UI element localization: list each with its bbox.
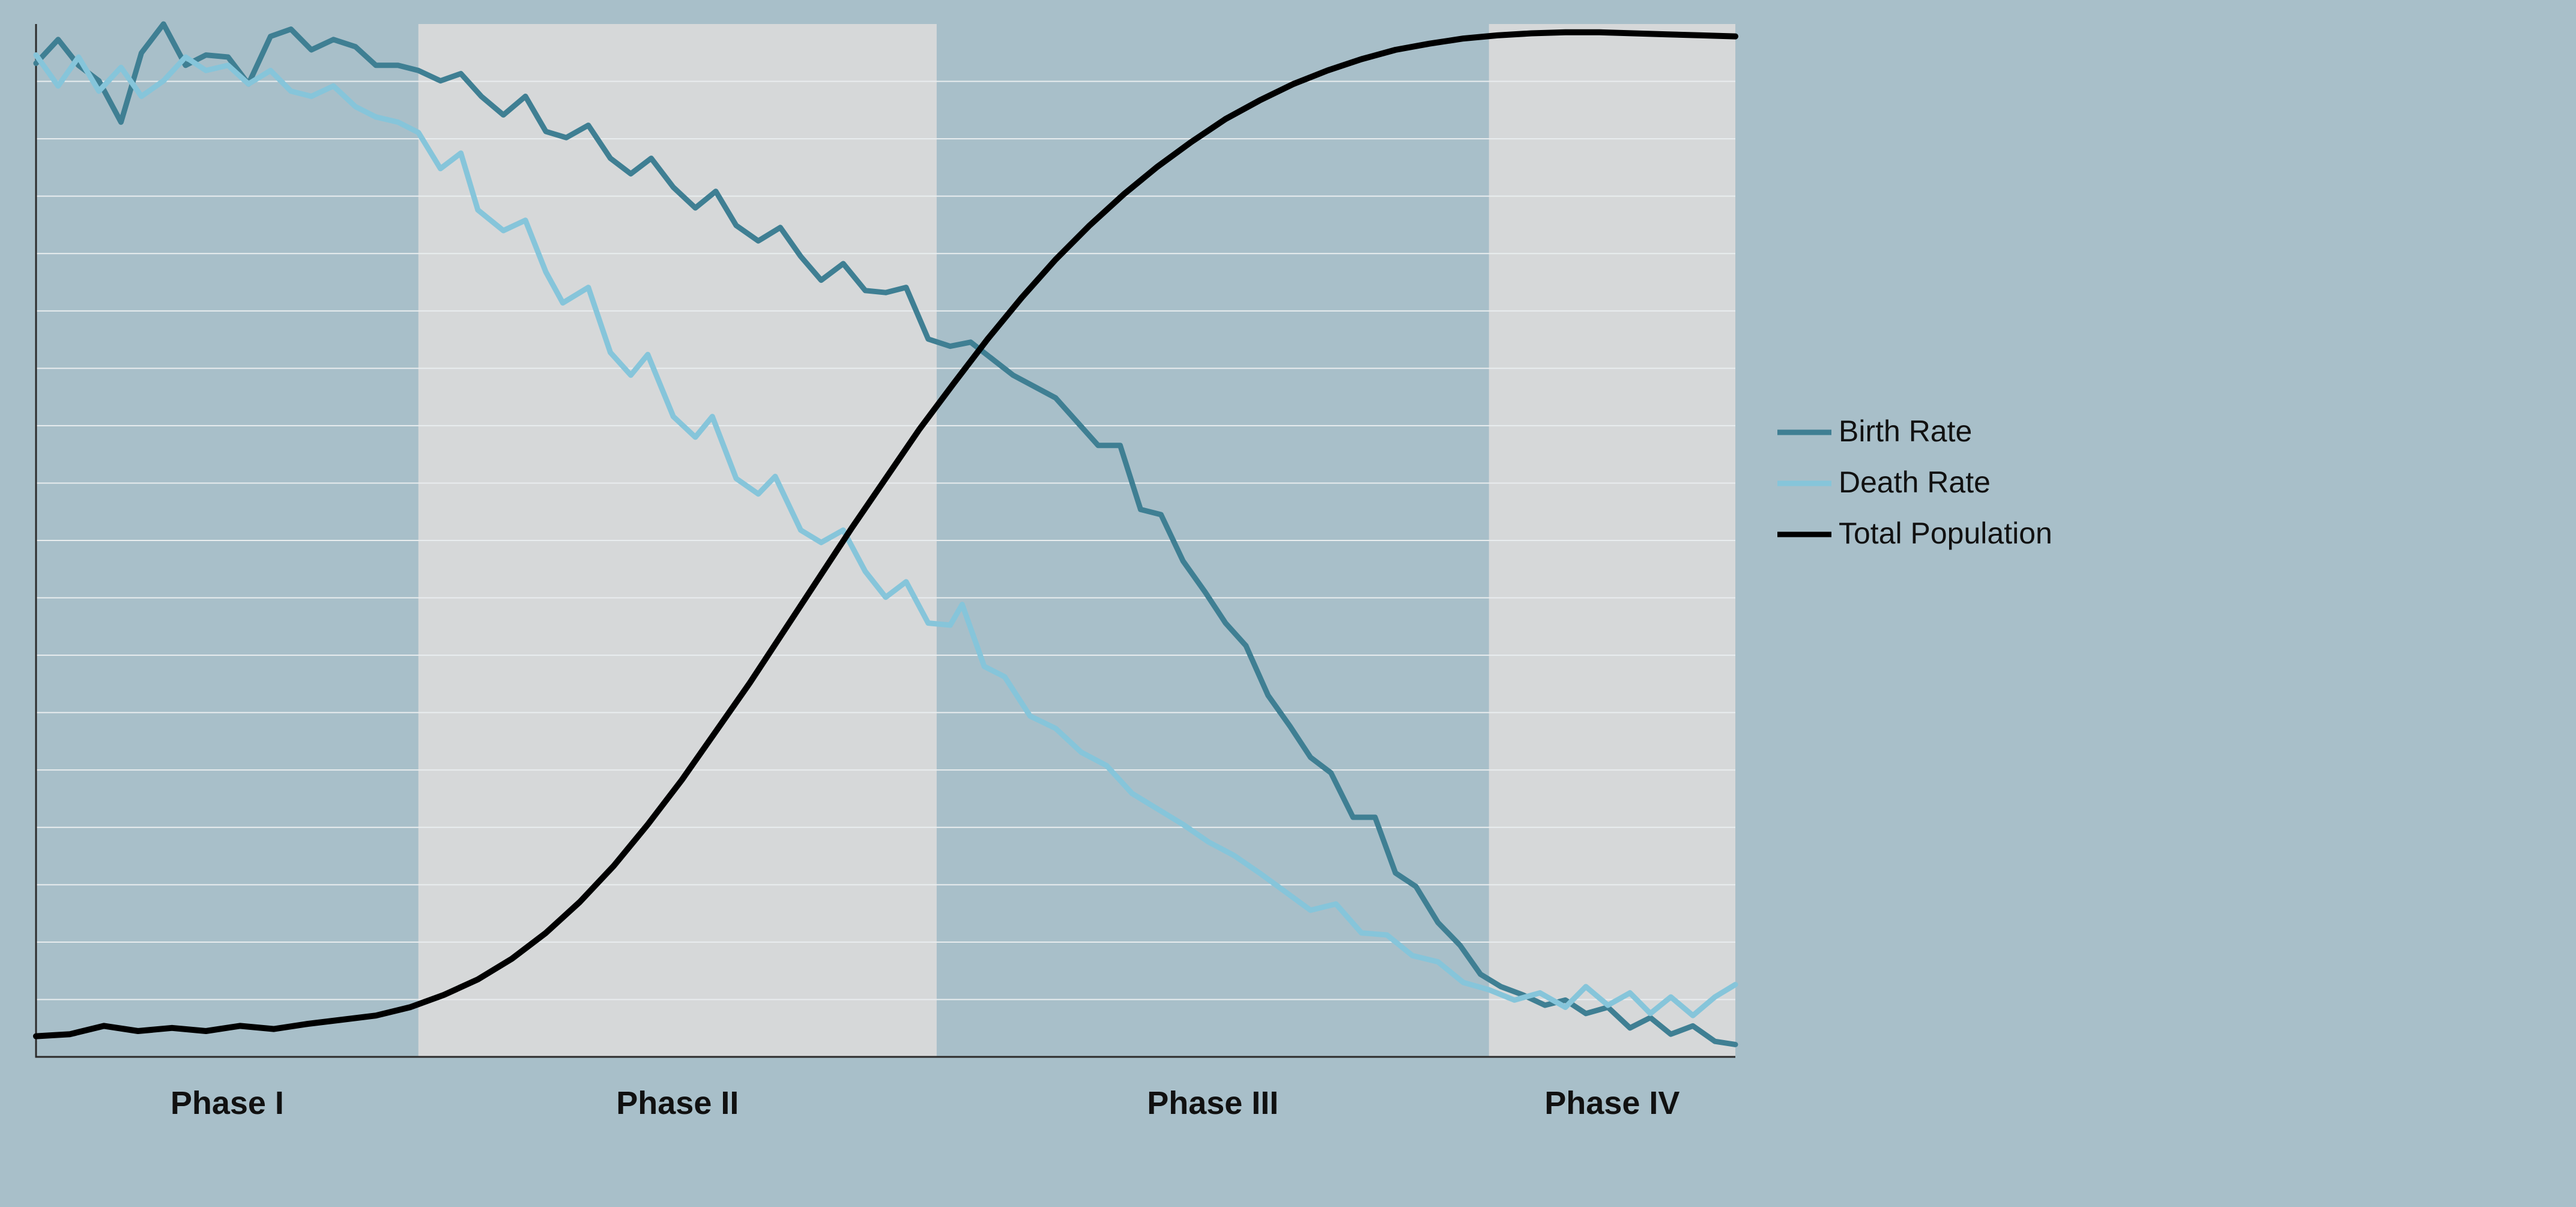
phase-label: Phase III — [1147, 1085, 1278, 1121]
phase-label: Phase I — [171, 1085, 284, 1121]
legend-label: Total Population — [1839, 516, 2052, 550]
legend-label: Death Rate — [1839, 465, 1991, 499]
phase-label: Phase IV — [1544, 1085, 1680, 1121]
phase-label: Phase II — [616, 1085, 739, 1121]
chart-svg: Phase I Phase II Phase III Phase IV Birth R… — [0, 0, 2576, 1207]
legend-label: Birth Rate — [1839, 414, 1972, 448]
demographic-transition-chart: Phase I Phase II Phase III Phase IV Birth R… — [0, 0, 2576, 1207]
